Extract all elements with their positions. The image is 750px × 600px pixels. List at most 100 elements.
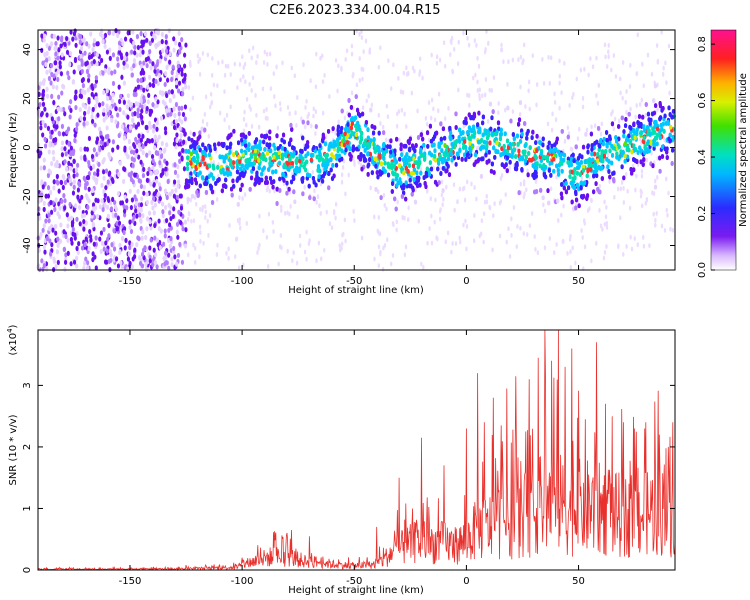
- spectrogram-cell: [118, 160, 122, 166]
- spectrogram-cell: [395, 123, 399, 129]
- spectrogram-cell: [230, 192, 234, 198]
- spectrogram-cell: [198, 147, 202, 153]
- spectrogram-cell: [619, 76, 622, 82]
- spectrogram-cell: [200, 126, 204, 132]
- spectrogram-cell: [639, 193, 643, 199]
- spectrogram-cell: [510, 232, 513, 238]
- spectrogram-cell: [245, 122, 248, 128]
- spectrogram-cell: [281, 60, 284, 66]
- spectrogram-cell: [592, 189, 596, 195]
- spectrogram-cell: [139, 202, 144, 208]
- spectrogram-cell: [157, 134, 161, 140]
- spectrogram-cell: [92, 206, 96, 212]
- spectrogram-cell: [479, 231, 483, 237]
- spectrogram-cell: [248, 81, 251, 87]
- spectrogram-cell: [78, 106, 82, 113]
- spectrogram-cell: [605, 225, 609, 230]
- spectrogram-cell: [54, 51, 58, 57]
- spectrogram-cell: [477, 110, 481, 116]
- spectrogram-cell: [123, 55, 127, 61]
- spectrogram-cell: [74, 167, 79, 173]
- spectrogram-cell: [240, 137, 244, 143]
- spectrogram-cell: [110, 242, 114, 248]
- spectrogram-cell: [63, 259, 68, 265]
- spectrogram-cell: [137, 154, 141, 160]
- spectrogram-cell: [187, 136, 191, 142]
- spectrogram-cell: [334, 130, 337, 136]
- spectrogram-cell: [317, 157, 322, 163]
- spectrogram-cell: [377, 215, 381, 220]
- spectrogram-cell: [177, 88, 181, 94]
- spectrogram-cell: [138, 260, 143, 266]
- spectrogram-cell: [170, 262, 174, 268]
- spectrogram-cell: [295, 122, 298, 128]
- spectrogram-cell: [443, 143, 447, 148]
- spectrogram-cell: [146, 137, 150, 144]
- spectrogram-cell: [133, 50, 137, 56]
- spectrogram-cell: [43, 136, 47, 142]
- spectrogram-cell: [118, 242, 122, 248]
- spectrogram-cell: [649, 141, 653, 146]
- spectrogram-cell: [558, 58, 561, 64]
- spectrogram-cell: [153, 235, 157, 241]
- spectrogram-cell: [163, 204, 168, 211]
- spectrogram-cell: [361, 76, 364, 82]
- spectrogram-cell: [572, 91, 575, 97]
- spectrogram-cell: [179, 193, 183, 199]
- spectrogram-cell: [611, 109, 614, 115]
- spectrogram-cell: [154, 96, 158, 102]
- spectrogram-cell: [238, 187, 243, 193]
- spectrogram-cell: [656, 155, 659, 161]
- spectrogram-cell: [379, 121, 382, 126]
- spectrogram-cell: [176, 183, 180, 189]
- spectrogram-cell: [619, 215, 622, 221]
- spectrogram-cell: [207, 233, 210, 238]
- spectrogram-cell: [167, 222, 172, 228]
- spectrogram-cell: [160, 201, 165, 207]
- spectrogram-cell: [488, 140, 492, 146]
- spectrogram-cell: [402, 70, 406, 76]
- spectrogram-cell: [180, 67, 184, 73]
- spectrogram-cell: [168, 59, 172, 65]
- spectrogram-cell: [553, 142, 557, 148]
- spectrogram-cell: [369, 185, 372, 191]
- spectrogram-cell: [182, 63, 187, 69]
- spectrogram-cell: [255, 60, 258, 65]
- spectrogram-cell: [210, 99, 214, 105]
- spectrogram-cell: [414, 187, 417, 193]
- spectrogram-cell: [122, 204, 126, 210]
- spectrogram-cell: [238, 217, 241, 223]
- spectrogram-cell: [369, 107, 373, 113]
- spectrogram-cell: [50, 33, 54, 39]
- spectrogram-cell: [94, 235, 98, 241]
- spectrogram-cell: [362, 49, 365, 55]
- spectrogram-cell: [46, 125, 51, 131]
- spectrogram-cell: [377, 189, 380, 195]
- spectrogram-cell: [526, 172, 530, 178]
- spectrogram-cell: [595, 240, 598, 246]
- spectrogram-cell: [130, 197, 135, 203]
- spectrogram-cell: [148, 111, 152, 117]
- spectrogram-cell: [116, 144, 120, 150]
- spectrogram-cell: [280, 208, 283, 213]
- spectrogram-cell: [98, 146, 102, 152]
- spectrogram-cell: [321, 110, 325, 116]
- spectrogram-cell: [522, 179, 526, 185]
- spectrogram-cell: [135, 148, 139, 154]
- spectrogram-cell: [172, 124, 177, 131]
- spectrogram-cell: [539, 158, 544, 163]
- spectrogram-cell: [317, 240, 321, 246]
- spectrogram-cell: [266, 263, 270, 269]
- spectrogram-cell: [58, 64, 62, 70]
- spectrogram-cell: [140, 235, 144, 241]
- spectrogram-cell: [653, 178, 657, 184]
- spectrogram-cell: [110, 117, 114, 123]
- spectrogram-cell: [118, 106, 122, 113]
- spectrogram-cell: [112, 246, 117, 252]
- spectrogram-cell: [166, 178, 170, 185]
- spectrogram-cell: [39, 165, 43, 171]
- spectrogram-cell: [235, 164, 239, 170]
- spectrogram-cell: [434, 197, 437, 203]
- spectrogram-cell: [645, 157, 649, 163]
- spectrogram-cell: [150, 138, 154, 144]
